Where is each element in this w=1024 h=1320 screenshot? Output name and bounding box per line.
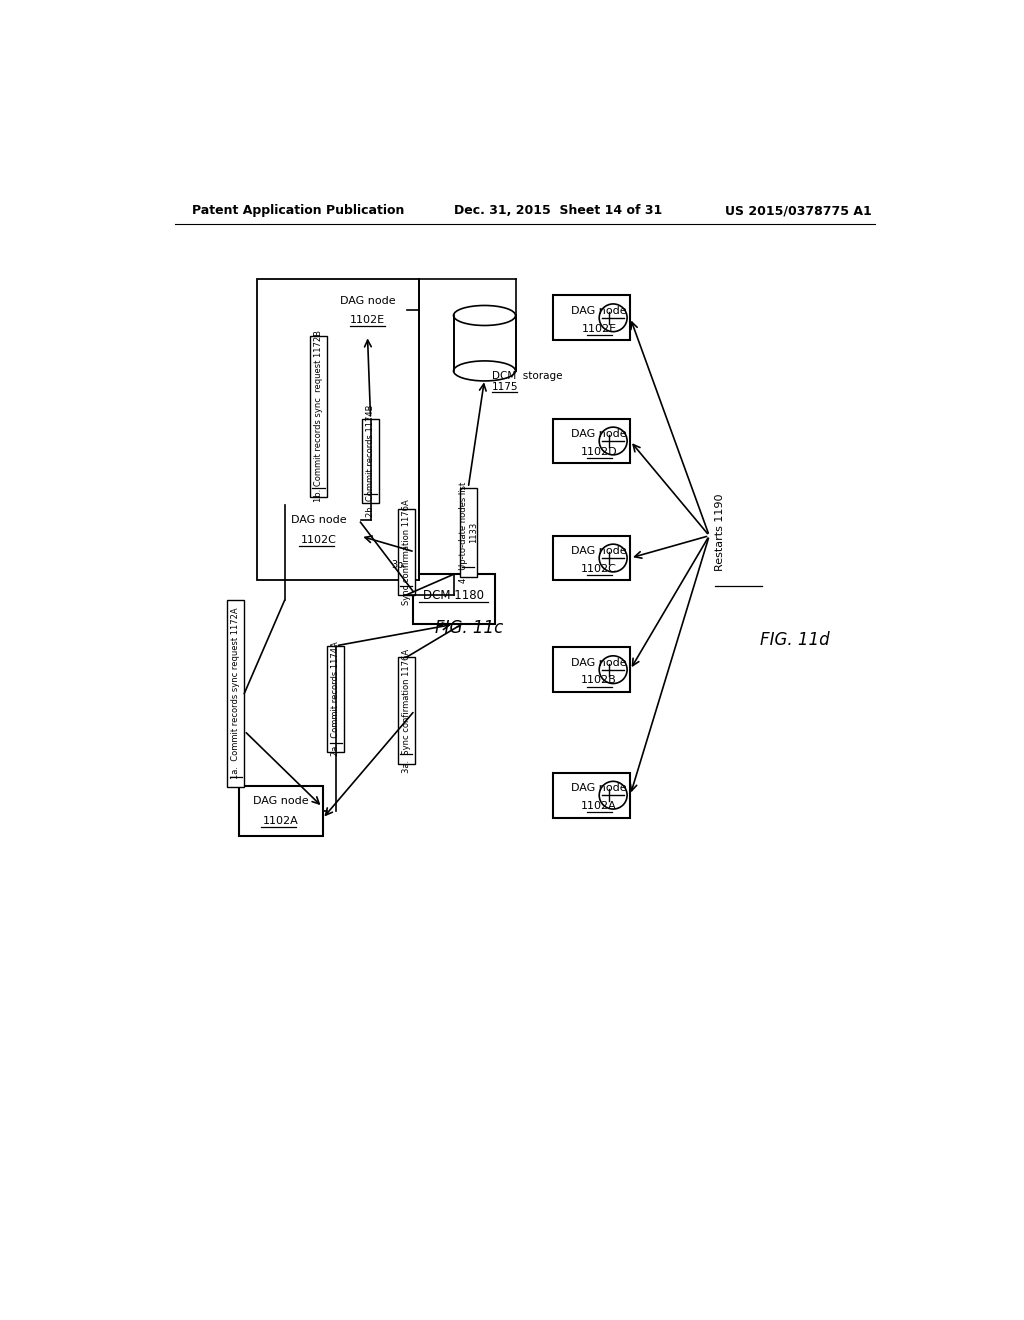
Text: DAG node: DAG node [571,429,627,440]
Bar [328,645,344,752]
Text: 1102A: 1102A [582,801,617,810]
Bar [227,601,245,787]
Ellipse shape [454,360,515,381]
Text: 1102E: 1102E [350,315,385,325]
Text: 1102C: 1102C [582,564,617,574]
Text: 3b.: 3b. [391,560,407,570]
Text: 1a.  Commit records sync request 1172A: 1a. Commit records sync request 1172A [231,607,241,779]
Text: FIG. 11c: FIG. 11c [435,619,503,638]
Bar [553,647,630,692]
Text: 1102E: 1102E [582,323,616,334]
Bar [460,488,477,577]
Bar [553,418,630,463]
Bar [257,280,420,579]
Bar [310,335,328,498]
Text: US 2015/0378775 A1: US 2015/0378775 A1 [725,205,872,218]
Bar [397,508,415,595]
Text: 4.  Up-to-date nodes list
1133: 4. Up-to-date nodes list 1133 [459,482,478,583]
Bar [362,418,379,503]
Text: Dec. 31, 2015  Sheet 14 of 31: Dec. 31, 2015 Sheet 14 of 31 [454,205,662,218]
Text: 2b. Commit records 1174B: 2b. Commit records 1174B [366,405,375,517]
Text: 1102B: 1102B [582,676,617,685]
Bar [397,657,415,763]
Bar [553,536,630,581]
Bar [553,774,630,817]
Text: Sync confirmation 1176A: Sync confirmation 1176A [401,499,411,605]
Bar [276,506,360,554]
Text: DAG node: DAG node [571,657,627,668]
Bar [414,574,495,624]
Bar [239,785,323,836]
Text: DCM  storage: DCM storage [493,371,563,380]
Text: DAG node: DAG node [571,783,627,793]
Text: DAG node: DAG node [340,296,395,306]
Text: DAG node: DAG node [571,546,627,556]
Text: 1102A: 1102A [263,816,299,825]
Text: 1175: 1175 [493,381,519,392]
Text: 1102D: 1102D [581,446,617,457]
Bar [454,315,515,371]
Text: DAG node: DAG node [253,796,308,807]
Text: DCM 1180: DCM 1180 [423,589,484,602]
Text: 2a.  Commit records 1174A: 2a. Commit records 1174A [331,642,340,756]
Text: DAG node: DAG node [571,306,627,315]
Bar [328,285,407,335]
Text: FIG. 11d: FIG. 11d [760,631,829,648]
Text: 1102C: 1102C [301,535,337,545]
Text: Restarts 1190: Restarts 1190 [716,494,725,570]
Bar [553,296,630,341]
Text: 3a.  Sync confirmation 1176A: 3a. Sync confirmation 1176A [401,648,411,772]
Ellipse shape [454,305,515,326]
Text: Patent Application Publication: Patent Application Publication [191,205,403,218]
Text: DAG node: DAG node [291,515,346,525]
Text: 1b. Commit records sync  request 1172B: 1b. Commit records sync request 1172B [314,330,324,503]
